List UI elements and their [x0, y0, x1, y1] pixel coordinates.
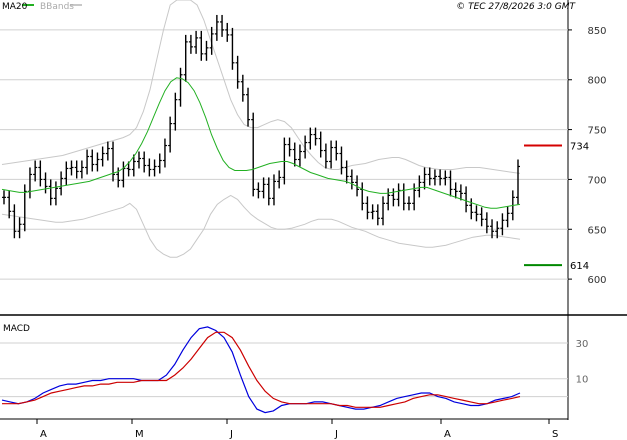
bbands-legend-label: BBands [40, 2, 74, 12]
macd-lines [1, 326, 521, 414]
copyright-timestamp: © TEC 27/8/2026 3:0 GMT [456, 2, 576, 12]
price-tick-label: 700 [587, 175, 606, 186]
ma20-legend-label: MA20 [2, 2, 28, 12]
bb-upper-line [1, 0, 521, 174]
price-tick-label: 850 [587, 26, 606, 37]
time-tick-label: J [334, 429, 338, 440]
ma20-polyline [1, 77, 521, 209]
signal-line [2, 331, 521, 408]
ma20-line [1, 77, 521, 209]
time-tick-label: A [444, 429, 451, 440]
ohlc-bars [2, 14, 520, 239]
price-tick-label: 600 [587, 275, 606, 286]
macd-gridlines [0, 342, 568, 398]
ma20-swatch [22, 4, 34, 6]
macd-tick-label: 30 [576, 339, 589, 350]
macd-title: MACD [3, 324, 30, 334]
time-tick-label: S [552, 429, 558, 440]
support-level-label: 614 [570, 261, 589, 272]
time-tick-label: M [135, 429, 144, 440]
bollinger-bands [1, 0, 521, 258]
price-tick-label: 800 [587, 76, 606, 87]
bb-lower-line [1, 194, 521, 258]
support-resistance-levels: 734 614 [524, 142, 589, 272]
bbands-swatch [70, 4, 82, 6]
time-tick-label: J [229, 429, 233, 440]
price-tick-label: 750 [587, 126, 606, 137]
resistance-level-label: 734 [570, 142, 589, 153]
time-tick-label: A [40, 429, 47, 440]
macd-tick-label: 10 [576, 375, 589, 386]
macd-axis-ticks: 30 10 [576, 339, 589, 386]
price-axis-ticks: 600 650 700 750 800 850 [568, 26, 607, 286]
macd-line [1, 326, 521, 414]
price-tick-label: 650 [587, 225, 606, 236]
